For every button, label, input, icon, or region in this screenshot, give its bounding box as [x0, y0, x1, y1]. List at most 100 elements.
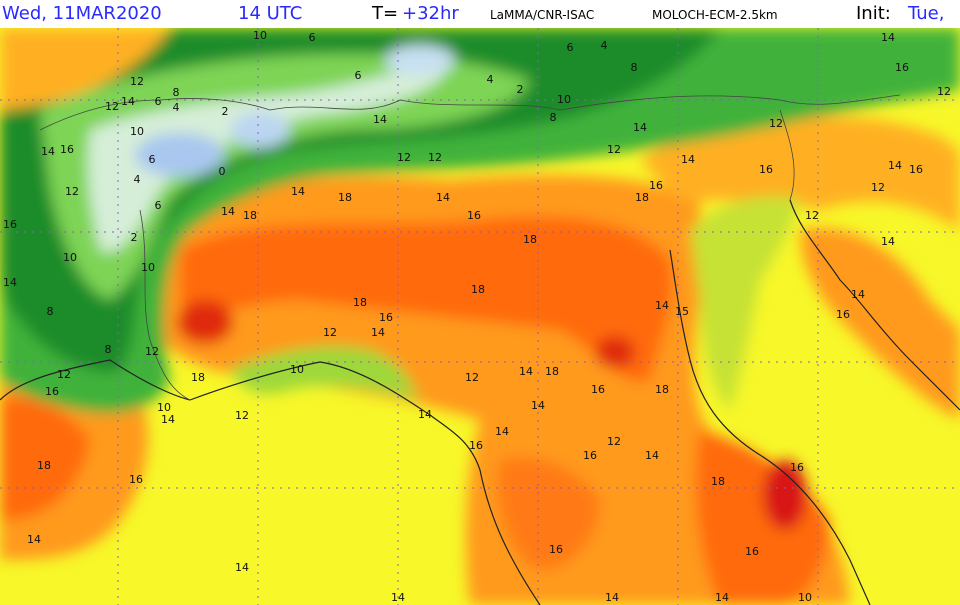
init-date: Tue,: [908, 3, 945, 24]
contour-label: 14: [531, 399, 545, 412]
valid-time: 14 UTC: [238, 3, 303, 24]
contour-label: 14: [235, 561, 249, 574]
contour-label: 0: [219, 165, 226, 178]
contour-label: 4: [601, 39, 608, 52]
contour-label: 14: [851, 288, 865, 301]
contour-label: 4: [134, 173, 141, 186]
contour-label: 12: [235, 409, 249, 422]
contour-label: 16: [790, 461, 804, 474]
contour-label: 14: [645, 449, 659, 462]
contour-label: 15: [675, 305, 689, 318]
contour-label: 16: [3, 218, 17, 231]
valid-date: Wed, 11MAR2020: [2, 3, 162, 24]
contour-label: 4: [487, 73, 494, 86]
contour-label: 12: [769, 117, 783, 130]
contour-label: 12: [465, 371, 479, 384]
contour-label: 18: [191, 371, 205, 384]
contour-label: 14: [633, 121, 647, 134]
contour-label: 6: [355, 69, 362, 82]
contour-label: 16: [591, 383, 605, 396]
contour-label: 10: [157, 401, 171, 414]
contour-label: 14: [391, 591, 405, 604]
contour-label: 16: [909, 163, 923, 176]
contour-label: 12: [607, 435, 621, 448]
contour-label: 18: [471, 283, 485, 296]
institute: LaMMA/CNR-ISAC: [490, 8, 595, 22]
contour-label: 14: [27, 533, 41, 546]
contour-label: 18: [523, 233, 537, 246]
contour-label: 10: [253, 29, 267, 42]
contour-label: 14: [121, 95, 135, 108]
contour-label: 12: [871, 181, 885, 194]
contour-label: 12: [130, 75, 144, 88]
contour-label: 6: [567, 41, 574, 54]
contour-label: 16: [45, 385, 59, 398]
contour-label: 6: [149, 153, 156, 166]
coastlines: [0, 199, 960, 605]
contour-label: 8: [550, 111, 557, 124]
contour-label: 14: [161, 413, 175, 426]
contour-label: 16: [379, 311, 393, 324]
contour-label: 8: [105, 343, 112, 356]
contour-label: 14: [888, 159, 902, 172]
contour-label: 18: [353, 296, 367, 309]
contour-label: 10: [63, 251, 77, 264]
contour-label: 2: [517, 83, 524, 96]
contour-label: 8: [47, 305, 54, 318]
contour-label: 14: [605, 591, 619, 604]
contour-label: 14: [373, 113, 387, 126]
contour-label: 12: [65, 185, 79, 198]
contour-label: 12: [397, 151, 411, 164]
contour-label: 14: [3, 276, 17, 289]
contour-label: 12: [937, 85, 951, 98]
contour-label: 14: [655, 299, 669, 312]
contour-label: 16: [129, 473, 143, 486]
contour-label: 14: [881, 31, 895, 44]
contour-label: 16: [467, 209, 481, 222]
contour-label: 12: [57, 368, 71, 381]
contour-label: 16: [895, 61, 909, 74]
contour-label: 18: [711, 475, 725, 488]
contour-label: 2: [222, 105, 229, 118]
contour-label: 12: [105, 100, 119, 113]
contour-label: 4: [173, 101, 180, 114]
contour-label: 10: [130, 125, 144, 138]
contour-label: 14: [881, 235, 895, 248]
lead-time: +32hr: [402, 3, 459, 24]
contour-label: 12: [805, 209, 819, 222]
contour-label: 10: [290, 363, 304, 376]
contour-label: 16: [583, 449, 597, 462]
contour-label: 10: [141, 261, 155, 274]
contour-label: 18: [545, 365, 559, 378]
contour-label: 12: [145, 345, 159, 358]
contour-label: 12: [428, 151, 442, 164]
contour-label: 14: [221, 205, 235, 218]
contour-label: 18: [338, 191, 352, 204]
contour-label: 8: [631, 61, 638, 74]
contour-label: 16: [745, 545, 759, 558]
contour-label: 8: [173, 86, 180, 99]
contour-label: 14: [418, 408, 432, 421]
contour-label: 6: [309, 31, 316, 44]
contour-label: 12: [607, 143, 621, 156]
contour-label: 16: [759, 163, 773, 176]
contour-label: 16: [836, 308, 850, 321]
borders: [39, 94, 901, 401]
contour-label: 18: [243, 209, 257, 222]
model-name: MOLOCH-ECM-2.5km: [652, 8, 778, 22]
contour-label: 6: [155, 199, 162, 212]
lead-label: T=: [372, 3, 399, 24]
contour-label: 16: [60, 143, 74, 156]
header-bar: Wed, 11MAR2020 14 UTC T= +32hr LaMMA/CNR…: [0, 0, 960, 28]
contour-label: 10: [798, 591, 812, 604]
contour-label: 14: [495, 425, 509, 438]
contour-label: 18: [635, 191, 649, 204]
contour-label: 12: [323, 326, 337, 339]
contour-label: 16: [469, 439, 483, 452]
contour-label: 2: [131, 231, 138, 244]
contour-label: 10: [557, 93, 571, 106]
